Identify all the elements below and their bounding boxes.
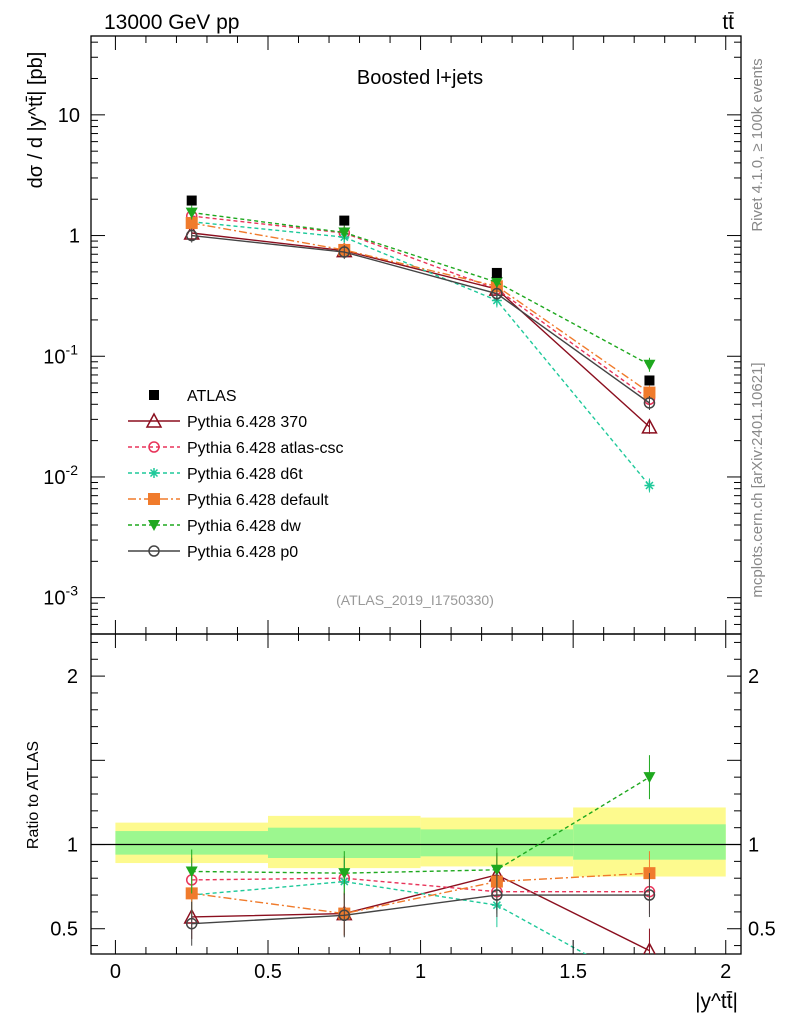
- series-5-ratio-point: [491, 889, 503, 901]
- main-plot-area: [183, 195, 658, 493]
- x-tick-label: 1: [415, 961, 426, 983]
- series-1-ratio-line: [191, 877, 650, 893]
- legend-label: Pythia 6.428 default: [187, 492, 329, 509]
- ratio-tick-label-right: 0.5: [748, 919, 776, 941]
- legend-label: Pythia 6.428 d6t: [187, 466, 303, 483]
- y-tick-label: 10-3: [43, 583, 78, 610]
- ratio-plot-area: [91, 755, 741, 994]
- mcplots-source-label: mcplots.cern.ch [arXiv:2401.10621]: [749, 362, 766, 597]
- ratio-y-ticks: [91, 641, 741, 947]
- main-panel: Boosted l+jets (ATLAS_2019_I1750330) dσ …: [25, 35, 742, 635]
- ratio-tick-label-left: 0.5: [50, 919, 78, 941]
- series-3-line: [191, 222, 650, 394]
- series-4-ratio-point: [490, 864, 503, 876]
- series-2-ratio-point: [644, 984, 654, 994]
- series-5-line: [191, 234, 650, 404]
- ratio-band-stat: [115, 831, 268, 855]
- series-0-ratio-point: [643, 942, 656, 954]
- legend-label: Pythia 6.428 dw: [187, 518, 301, 535]
- legend-entry: Pythia 6.428 dw: [128, 518, 301, 535]
- rivet-version-label: Rivet 4.1.0, ≥ 100k events: [749, 58, 766, 231]
- x-ticks: [114, 36, 727, 954]
- atlas-data-point: [644, 375, 655, 386]
- series-4-ratio-line: [191, 776, 650, 874]
- chart-title: Boosted l+jets: [357, 67, 483, 89]
- y-tick-label: 10: [58, 105, 80, 127]
- legend-entry: Pythia 6.428 default: [128, 492, 329, 509]
- series-4-point: [490, 277, 503, 289]
- series-5-point: [643, 397, 656, 409]
- series-5-point: [185, 229, 198, 242]
- series-5-ratio-point: [185, 917, 198, 930]
- series-4-point: [338, 227, 351, 239]
- legend-entry: Pythia 6.428 d6t: [128, 466, 303, 483]
- legend-label: ATLAS: [187, 388, 237, 405]
- legend-marker: [148, 441, 160, 453]
- x-tick-label: 1.5: [559, 961, 587, 983]
- ratio-tick-label-left: 1: [67, 835, 78, 857]
- series-5-point: [338, 246, 351, 258]
- series-5-ratio-point: [338, 909, 351, 922]
- ratio-tick-label-right: 1: [748, 835, 759, 857]
- legend-marker: [148, 520, 160, 531]
- y-tick-label: 1: [69, 226, 80, 248]
- series-4-ratio-point: [338, 868, 351, 880]
- atlas-data-point: [339, 215, 350, 226]
- x-tick-label: 0: [110, 961, 121, 983]
- series-3-ratio-line: [191, 872, 650, 915]
- x-tick-label: 0.5: [254, 961, 282, 983]
- series-2-point: [644, 480, 655, 491]
- series-4-point: [185, 207, 198, 219]
- legend-label: Pythia 6.428 370: [187, 414, 307, 431]
- atlas-data-point: [186, 195, 197, 206]
- atlas-data-point: [491, 267, 502, 278]
- legend-label: Pythia 6.428 atlas-csc: [187, 440, 344, 457]
- series-3-point: [185, 217, 198, 230]
- series-3-point: [643, 386, 656, 399]
- series-4-ratio-point: [185, 866, 198, 878]
- y-axis-label: dσ / d |y^tt̄| [pb]: [25, 52, 47, 189]
- legend-marker: [145, 412, 163, 428]
- analysis-watermark: (ATLAS_2019_I1750330): [336, 592, 494, 608]
- ratio-y-label: Ratio to ATLAS: [25, 741, 42, 849]
- x-tick-label: 2: [720, 961, 731, 983]
- x-axis-label: |y^tt̄|: [695, 990, 738, 1013]
- ratio-tick-label-left: 2: [67, 666, 78, 688]
- legend-marker: [149, 468, 159, 478]
- legend-entry: Pythia 6.428 atlas-csc: [128, 440, 344, 457]
- header-left: 13000 GeV pp: [104, 11, 239, 34]
- legend-label: Pythia 6.428 p0: [187, 544, 298, 561]
- series-0-point: [641, 418, 658, 434]
- ratio-tick-label-right: 2: [748, 666, 759, 688]
- legend-entry: Pythia 6.428 370: [128, 412, 307, 431]
- series-0-ratio-line: [191, 874, 650, 952]
- header-right: tt̄: [722, 11, 734, 34]
- legend-marker: [148, 493, 160, 505]
- y-tick-label: 10-2: [43, 462, 78, 489]
- series-4-ratio-point: [643, 772, 656, 784]
- series-1-line: [191, 215, 650, 400]
- series-5-ratio-line: [191, 894, 650, 925]
- series-0-line: [191, 232, 650, 428]
- legend-entry: ATLAS: [149, 388, 237, 405]
- main-y-ticks: [91, 41, 741, 635]
- legend-entry: Pythia 6.428 p0: [128, 544, 298, 561]
- legend-marker: [148, 545, 160, 557]
- y-tick-label: 10-1: [43, 341, 78, 368]
- series-5-point: [491, 287, 503, 300]
- series-4-point: [643, 359, 656, 371]
- series-5-ratio-point: [643, 889, 656, 901]
- series-4-line: [191, 211, 650, 366]
- legend-marker: [149, 390, 159, 400]
- legend: ATLAS Pythia 6.428 370 Pythia 6.428 atlas-…: [128, 388, 344, 561]
